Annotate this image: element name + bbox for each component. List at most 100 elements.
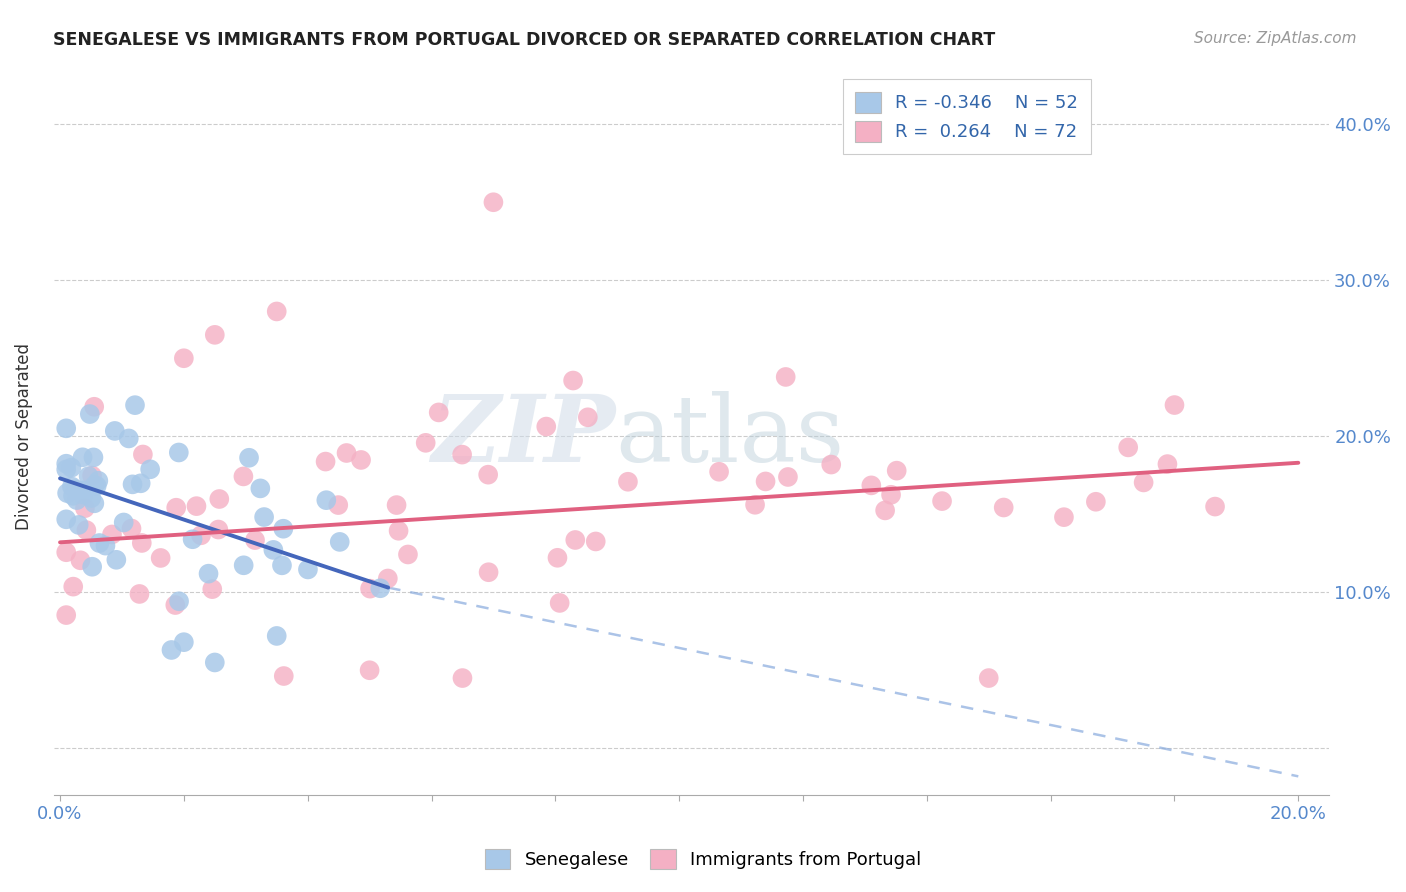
Point <box>548 596 571 610</box>
Point <box>55 457 77 471</box>
Point <box>55 462 77 476</box>
Point <box>121 477 143 491</box>
Point <box>253 510 276 524</box>
Point <box>128 587 150 601</box>
Point <box>207 523 229 537</box>
Point <box>707 465 730 479</box>
Point <box>931 494 953 508</box>
Point <box>112 516 135 530</box>
Point <box>62 489 84 503</box>
Point <box>197 566 219 581</box>
Point <box>75 523 97 537</box>
Point <box>65 483 87 497</box>
Point <box>243 533 266 547</box>
Point <box>105 553 128 567</box>
Point <box>86 479 108 493</box>
Point <box>55 421 77 435</box>
Point <box>744 498 766 512</box>
Point <box>124 398 146 412</box>
Point <box>477 566 499 580</box>
Point <box>101 527 124 541</box>
Point <box>617 475 640 489</box>
Point <box>77 469 100 483</box>
Point <box>232 558 254 573</box>
Point <box>536 419 558 434</box>
Point <box>775 370 797 384</box>
Point <box>377 572 399 586</box>
Point <box>271 558 294 573</box>
Point <box>1163 398 1185 412</box>
Point <box>167 594 190 608</box>
Point <box>546 550 568 565</box>
Point <box>754 475 776 489</box>
Point <box>186 499 208 513</box>
Point <box>315 454 337 468</box>
Text: atlas: atlas <box>614 392 844 482</box>
Point <box>55 608 77 623</box>
Point <box>359 663 381 677</box>
Point <box>359 582 381 596</box>
Point <box>576 410 599 425</box>
Point <box>368 581 391 595</box>
Point <box>60 480 83 494</box>
Point <box>55 545 77 559</box>
Point <box>335 446 357 460</box>
Point <box>820 458 842 472</box>
Point <box>1156 457 1178 471</box>
Point <box>262 542 284 557</box>
Point <box>1084 495 1107 509</box>
Point <box>67 517 90 532</box>
Point <box>121 522 143 536</box>
Point <box>273 522 295 536</box>
Point <box>73 483 96 498</box>
Point <box>396 548 419 562</box>
Text: Source: ZipAtlas.com: Source: ZipAtlas.com <box>1194 31 1357 46</box>
Point <box>131 536 153 550</box>
Point <box>315 493 337 508</box>
Point <box>328 498 350 512</box>
Point <box>451 448 474 462</box>
Point <box>266 304 288 318</box>
Point <box>165 500 187 515</box>
Point <box>89 536 111 550</box>
Point <box>72 450 94 465</box>
Point <box>1132 475 1154 490</box>
Point <box>83 496 105 510</box>
Point <box>776 470 799 484</box>
Point <box>66 493 89 508</box>
Point <box>860 478 883 492</box>
Point <box>977 671 1000 685</box>
Point <box>181 533 204 547</box>
Point <box>83 478 105 492</box>
Point <box>132 448 155 462</box>
Text: SENEGALESE VS IMMIGRANTS FROM PORTUGAL DIVORCED OR SEPARATED CORRELATION CHART: SENEGALESE VS IMMIGRANTS FROM PORTUGAL D… <box>53 31 995 49</box>
Point <box>238 450 260 465</box>
Point <box>79 407 101 421</box>
Point <box>1116 441 1139 455</box>
Point <box>249 482 271 496</box>
Point <box>118 432 141 446</box>
Point <box>886 464 908 478</box>
Point <box>73 501 96 516</box>
Legend: Senegalese, Immigrants from Portugal: Senegalese, Immigrants from Portugal <box>475 839 931 879</box>
Point <box>55 512 77 526</box>
Point <box>427 405 450 419</box>
Point <box>72 487 94 501</box>
Point <box>329 535 352 549</box>
Point <box>60 460 83 475</box>
Point <box>69 553 91 567</box>
Point <box>94 539 117 553</box>
Y-axis label: Divorced or Separated: Divorced or Separated <box>15 343 32 530</box>
Point <box>208 491 231 506</box>
Point <box>80 491 103 505</box>
Point <box>875 503 897 517</box>
Point <box>167 445 190 459</box>
Point <box>880 488 903 502</box>
Point <box>232 469 254 483</box>
Point <box>1053 510 1076 524</box>
Point <box>562 374 585 388</box>
Point <box>204 656 226 670</box>
Point <box>190 528 212 542</box>
Point <box>83 400 105 414</box>
Point <box>201 582 224 596</box>
